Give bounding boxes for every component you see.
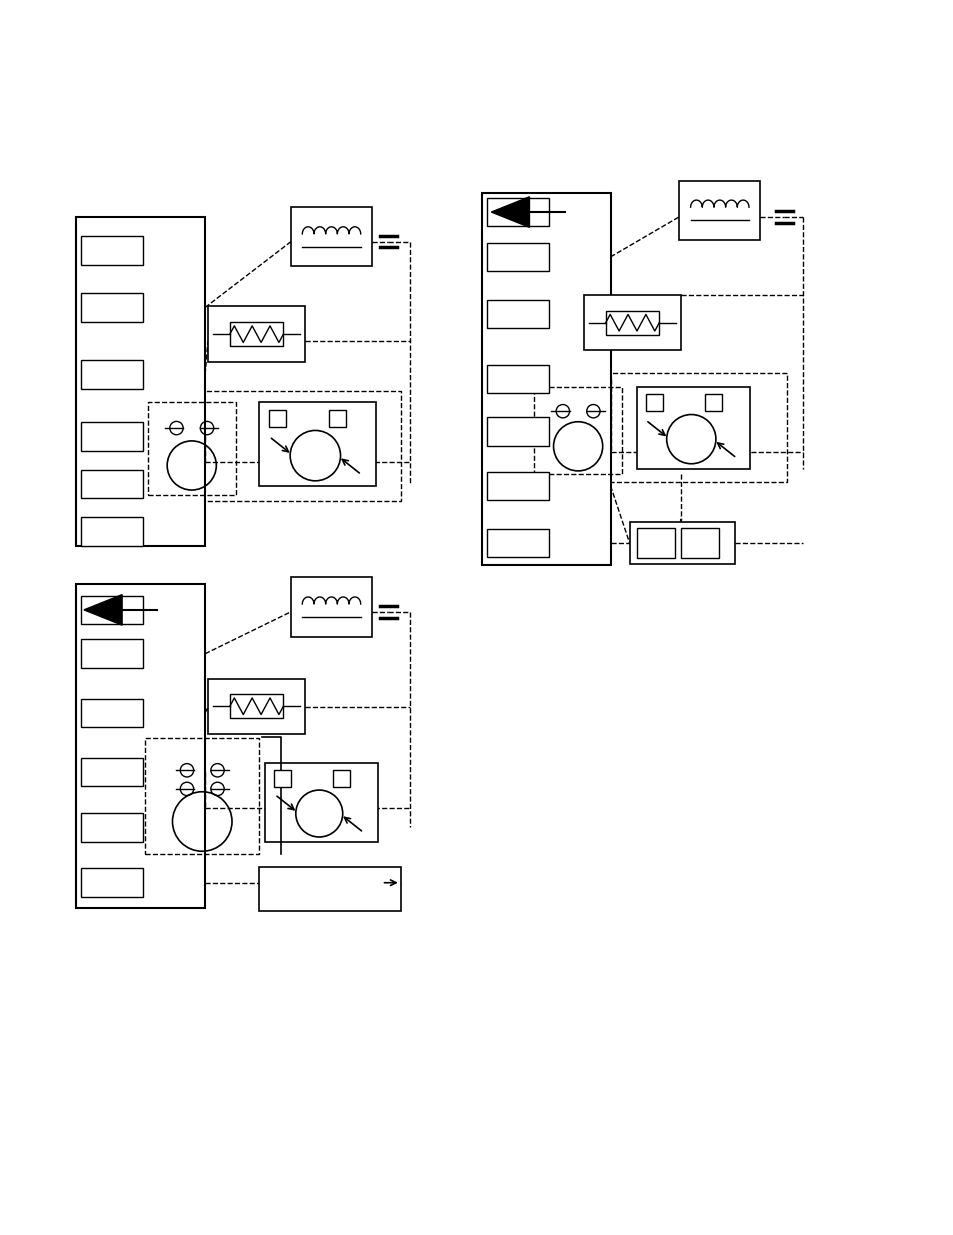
Bar [486, 417, 548, 446]
Bar [486, 472, 548, 500]
Bar [629, 522, 734, 564]
Bar [81, 640, 143, 668]
Bar [81, 517, 143, 546]
Bar [486, 364, 548, 393]
Bar [486, 242, 548, 272]
Bar [534, 387, 621, 474]
Bar [230, 322, 283, 346]
Bar [645, 394, 662, 411]
Polygon shape [84, 594, 122, 625]
Bar [208, 306, 305, 362]
Bar [269, 410, 286, 427]
Bar [291, 578, 372, 636]
Bar [637, 527, 675, 558]
Bar [148, 401, 235, 495]
Bar [81, 469, 143, 498]
Bar [81, 758, 143, 787]
Bar [605, 310, 659, 335]
Bar [81, 293, 143, 322]
Bar [145, 737, 259, 855]
Bar [81, 868, 143, 897]
Bar [259, 401, 375, 485]
Bar [81, 236, 143, 264]
Bar [265, 763, 377, 842]
Bar [230, 694, 283, 719]
Bar [333, 769, 350, 787]
Bar [486, 529, 548, 557]
Bar [81, 595, 143, 624]
Bar [76, 217, 205, 546]
Bar [81, 813, 143, 842]
Bar [274, 769, 291, 787]
Bar [486, 198, 548, 226]
Bar [81, 699, 143, 727]
Bar [329, 410, 346, 427]
Bar [486, 300, 548, 329]
Bar [679, 180, 760, 240]
Bar [141, 391, 400, 501]
Bar [81, 359, 143, 389]
Bar [76, 584, 205, 909]
Bar [680, 527, 719, 558]
Bar [481, 193, 610, 566]
Polygon shape [491, 196, 529, 227]
Bar [527, 373, 786, 482]
Bar [704, 394, 721, 411]
Bar [208, 678, 305, 734]
Bar [259, 867, 400, 911]
Bar [81, 422, 143, 451]
Bar [583, 295, 680, 351]
Bar [637, 387, 749, 468]
Bar [291, 207, 372, 267]
